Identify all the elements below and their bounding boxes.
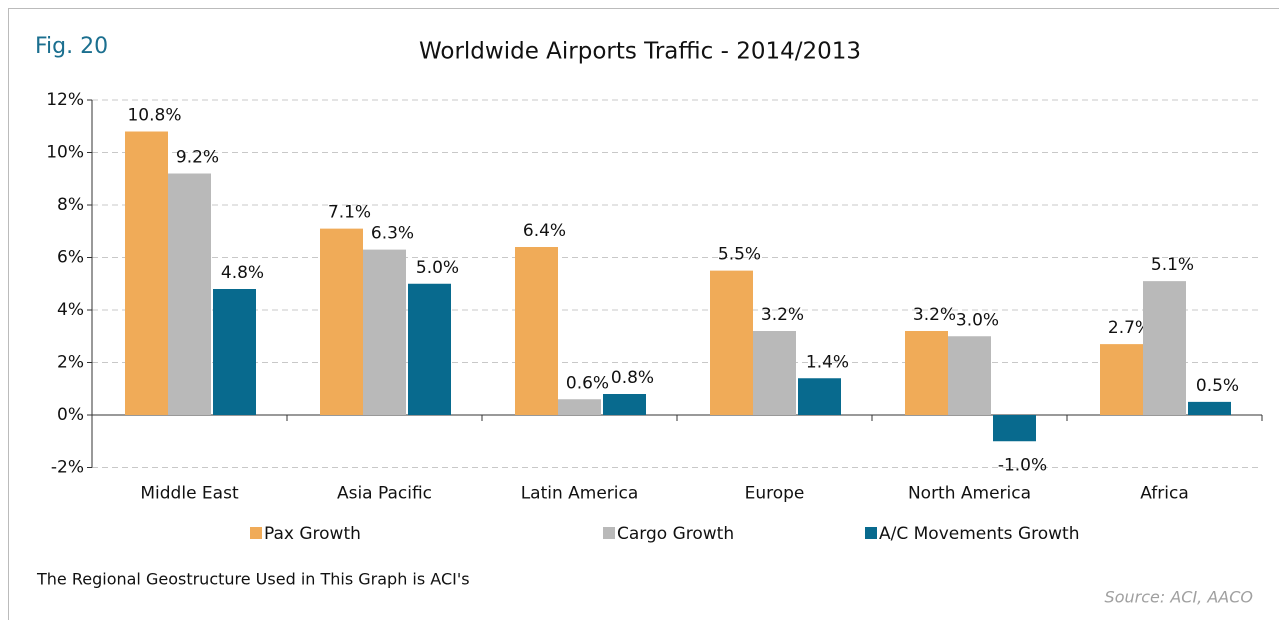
bar — [125, 131, 168, 415]
bar — [558, 399, 601, 415]
data-label: 4.8% — [221, 263, 264, 283]
legend-label: A/C Movements Growth — [879, 524, 1079, 544]
legend-swatch — [250, 527, 262, 539]
bar — [363, 249, 406, 415]
legend-swatch — [603, 527, 615, 539]
data-label: -1.0% — [998, 455, 1047, 475]
y-tick-label: 8% — [57, 195, 84, 215]
x-tick-label: Middle East — [140, 484, 239, 504]
y-tick-label: -2% — [51, 458, 84, 478]
chart-title: Worldwide Airports Traffic - 2014/2013 — [419, 39, 861, 65]
data-label: 9.2% — [176, 148, 219, 168]
frame — [8, 8, 1279, 620]
data-label: 3.2% — [913, 305, 956, 325]
x-tick-label: North America — [908, 484, 1031, 504]
data-label: 0.8% — [611, 368, 654, 388]
data-label: 7.1% — [328, 203, 371, 223]
x-tick-label: Africa — [1140, 484, 1189, 504]
y-tick-label: 2% — [57, 353, 84, 373]
bar — [753, 331, 796, 415]
y-tick-label: 4% — [57, 300, 84, 320]
bar — [168, 173, 211, 415]
source: Source: ACI, AACO — [1105, 588, 1253, 607]
bar — [1100, 344, 1143, 415]
legend-label: Pax Growth — [264, 524, 361, 544]
bar — [993, 415, 1036, 442]
data-label: 6.4% — [523, 221, 566, 241]
bar — [1143, 281, 1186, 415]
data-label: 0.6% — [566, 373, 609, 393]
bar — [1188, 401, 1231, 415]
bar — [710, 270, 753, 415]
y-tick-label: 6% — [57, 248, 84, 268]
legend-label: Cargo Growth — [617, 524, 734, 544]
bar — [408, 283, 451, 415]
bar — [905, 331, 948, 415]
data-label: 2.7% — [1108, 318, 1151, 338]
data-label: 0.5% — [1196, 376, 1239, 396]
data-label: 5.5% — [718, 245, 761, 265]
data-label: 6.3% — [371, 224, 414, 244]
data-label: 3.2% — [761, 305, 804, 325]
data-label: 1.4% — [806, 352, 849, 372]
bar — [515, 247, 558, 415]
x-tick-label: Latin America — [521, 484, 639, 504]
y-tick-label: 10% — [46, 143, 84, 163]
data-label: 10.8% — [127, 106, 181, 126]
bar — [948, 336, 991, 415]
x-tick-label: Asia Pacific — [337, 484, 432, 504]
y-tick-label: 0% — [57, 405, 84, 425]
figure-label: Fig. 20 — [35, 34, 108, 59]
bar — [603, 394, 646, 415]
x-tick-label: Europe — [745, 484, 805, 504]
bar — [320, 228, 363, 415]
bar — [798, 378, 841, 415]
note: The Regional Geostructure Used in This G… — [36, 570, 470, 589]
bar — [213, 289, 256, 415]
data-label: 5.0% — [416, 258, 459, 278]
legend-swatch — [865, 527, 877, 539]
data-label: 5.1% — [1151, 255, 1194, 275]
data-label: 3.0% — [956, 310, 999, 330]
y-tick-label: 12% — [46, 90, 84, 110]
